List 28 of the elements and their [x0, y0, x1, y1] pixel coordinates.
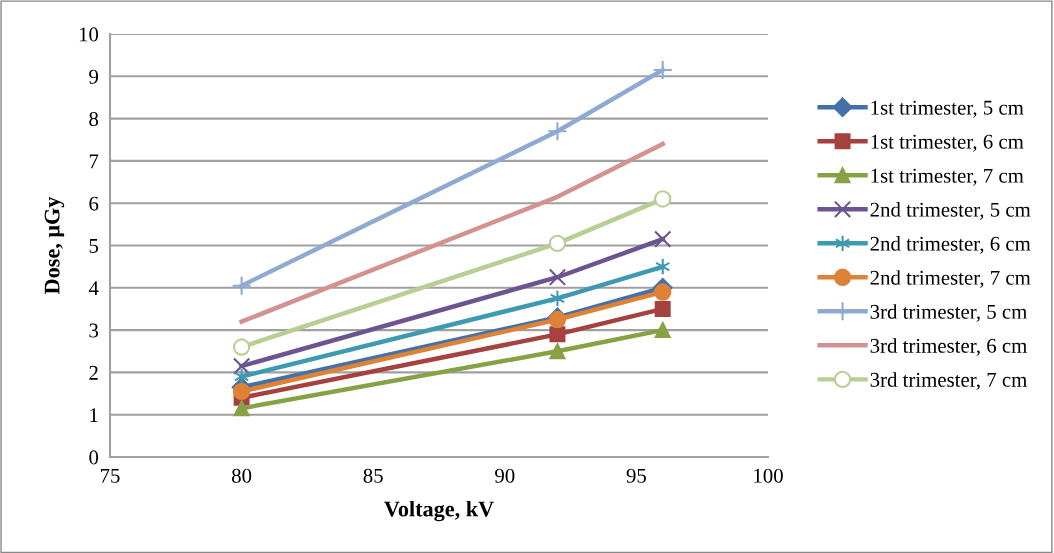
y-tick-label: 5 [89, 239, 99, 253]
legend-label: 3rd trimester, 5 cm [870, 304, 1028, 322]
y-tick-label: 7 [89, 154, 99, 169]
y-axis-title: Dose, μGy [44, 196, 65, 294]
y-tick-label: 9 [89, 69, 99, 84]
y-tick-label: 6 [89, 196, 99, 211]
y-tick-label: 1 [90, 408, 98, 422]
legend-label: 2nd trimester, 7 cm [870, 270, 1031, 288]
x-tick-label: 75 [100, 468, 120, 483]
x-tick-label: 95 [626, 468, 646, 483]
y-tick-label: 2 [89, 365, 98, 380]
x-tick-label: 80 [231, 468, 252, 483]
legend-label: 3rd trimester, 6 cm [870, 338, 1028, 356]
x-tick-label: 85 [363, 468, 383, 483]
legend-label: 1st trimester, 6 cm [871, 134, 1024, 152]
legend-label: 2nd trimester, 6 cm [870, 236, 1031, 254]
y-tick-label: 0 [89, 450, 99, 465]
legend-label: 3rd trimester, 7 cm [870, 372, 1028, 390]
legend-label: 1st trimester, 5 cm [871, 100, 1024, 118]
y-tick-label: 10 [79, 27, 99, 42]
y-tick-label: 3 [89, 323, 99, 338]
x-axis-title: Voltage, kV [384, 500, 494, 522]
x-tick-label: 100 [754, 468, 783, 483]
y-tick-label: 8 [89, 111, 99, 127]
legend-label: 1st trimester, 7 cm [871, 168, 1024, 186]
legend-label: 2nd trimester, 5 cm [870, 202, 1031, 220]
y-tick-label: 4 [88, 281, 99, 296]
x-tick-label: 90 [495, 468, 515, 483]
